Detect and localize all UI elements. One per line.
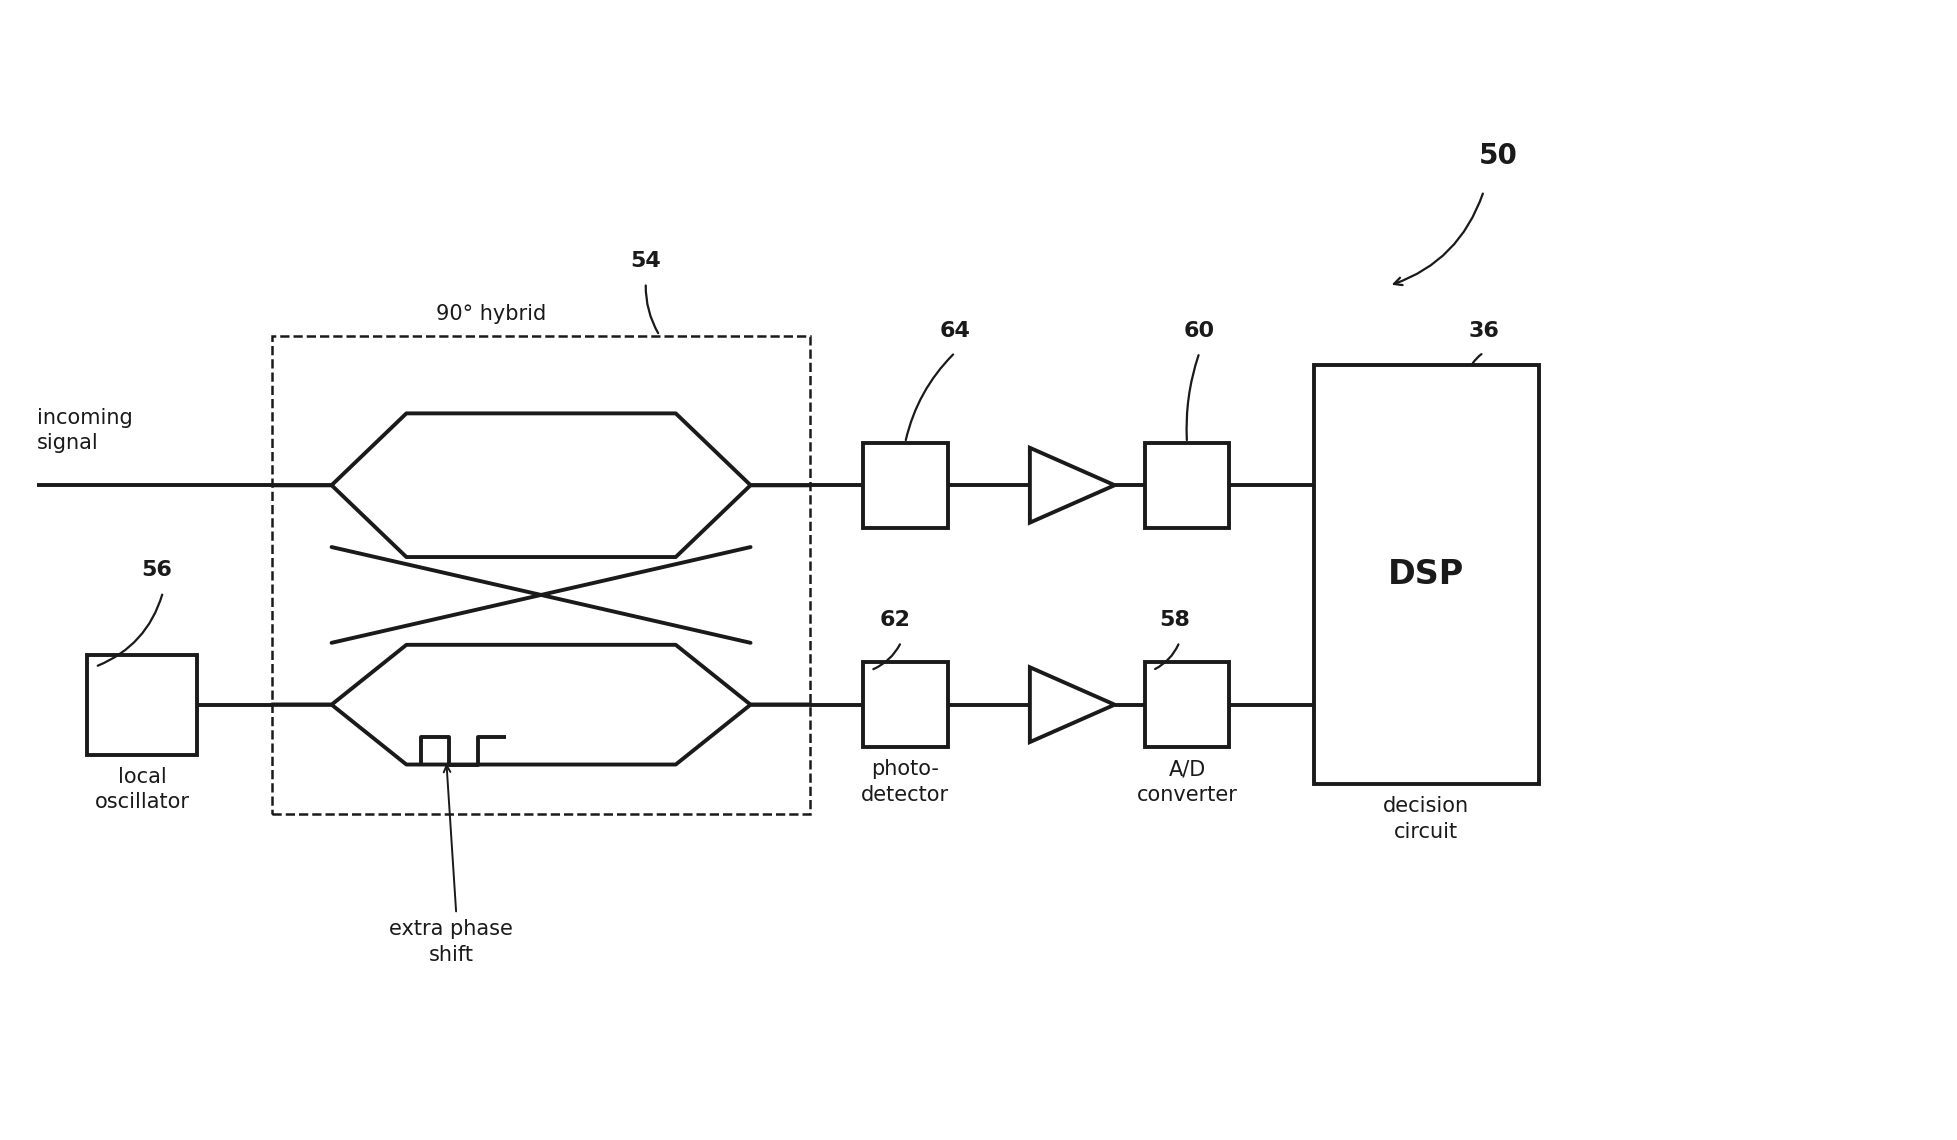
Text: local
oscillator: local oscillator <box>94 766 190 812</box>
Text: A/D
converter: A/D converter <box>1137 759 1237 805</box>
Text: 60: 60 <box>1184 320 1215 341</box>
Text: photo-
detector: photo- detector <box>861 759 949 805</box>
Text: 36: 36 <box>1468 320 1499 341</box>
Text: 62: 62 <box>881 610 910 630</box>
Polygon shape <box>1029 667 1115 742</box>
Text: incoming
signal: incoming signal <box>37 408 133 454</box>
Bar <box>272 335 810 814</box>
Text: 54: 54 <box>630 251 661 271</box>
Text: 50: 50 <box>1479 142 1519 170</box>
Text: extra phase
shift: extra phase shift <box>389 919 513 964</box>
Bar <box>863 442 947 528</box>
Bar <box>88 654 198 755</box>
Text: 56: 56 <box>141 560 172 580</box>
Text: 58: 58 <box>1159 610 1190 630</box>
Text: 90° hybrid: 90° hybrid <box>436 303 546 324</box>
Bar <box>1145 442 1229 528</box>
Bar <box>1315 366 1538 784</box>
Bar <box>863 662 947 747</box>
Bar <box>1145 662 1229 747</box>
Polygon shape <box>1029 448 1115 522</box>
Text: decision
circuit: decision circuit <box>1384 797 1470 842</box>
Text: DSP: DSP <box>1388 559 1464 592</box>
Text: 64: 64 <box>939 320 971 341</box>
